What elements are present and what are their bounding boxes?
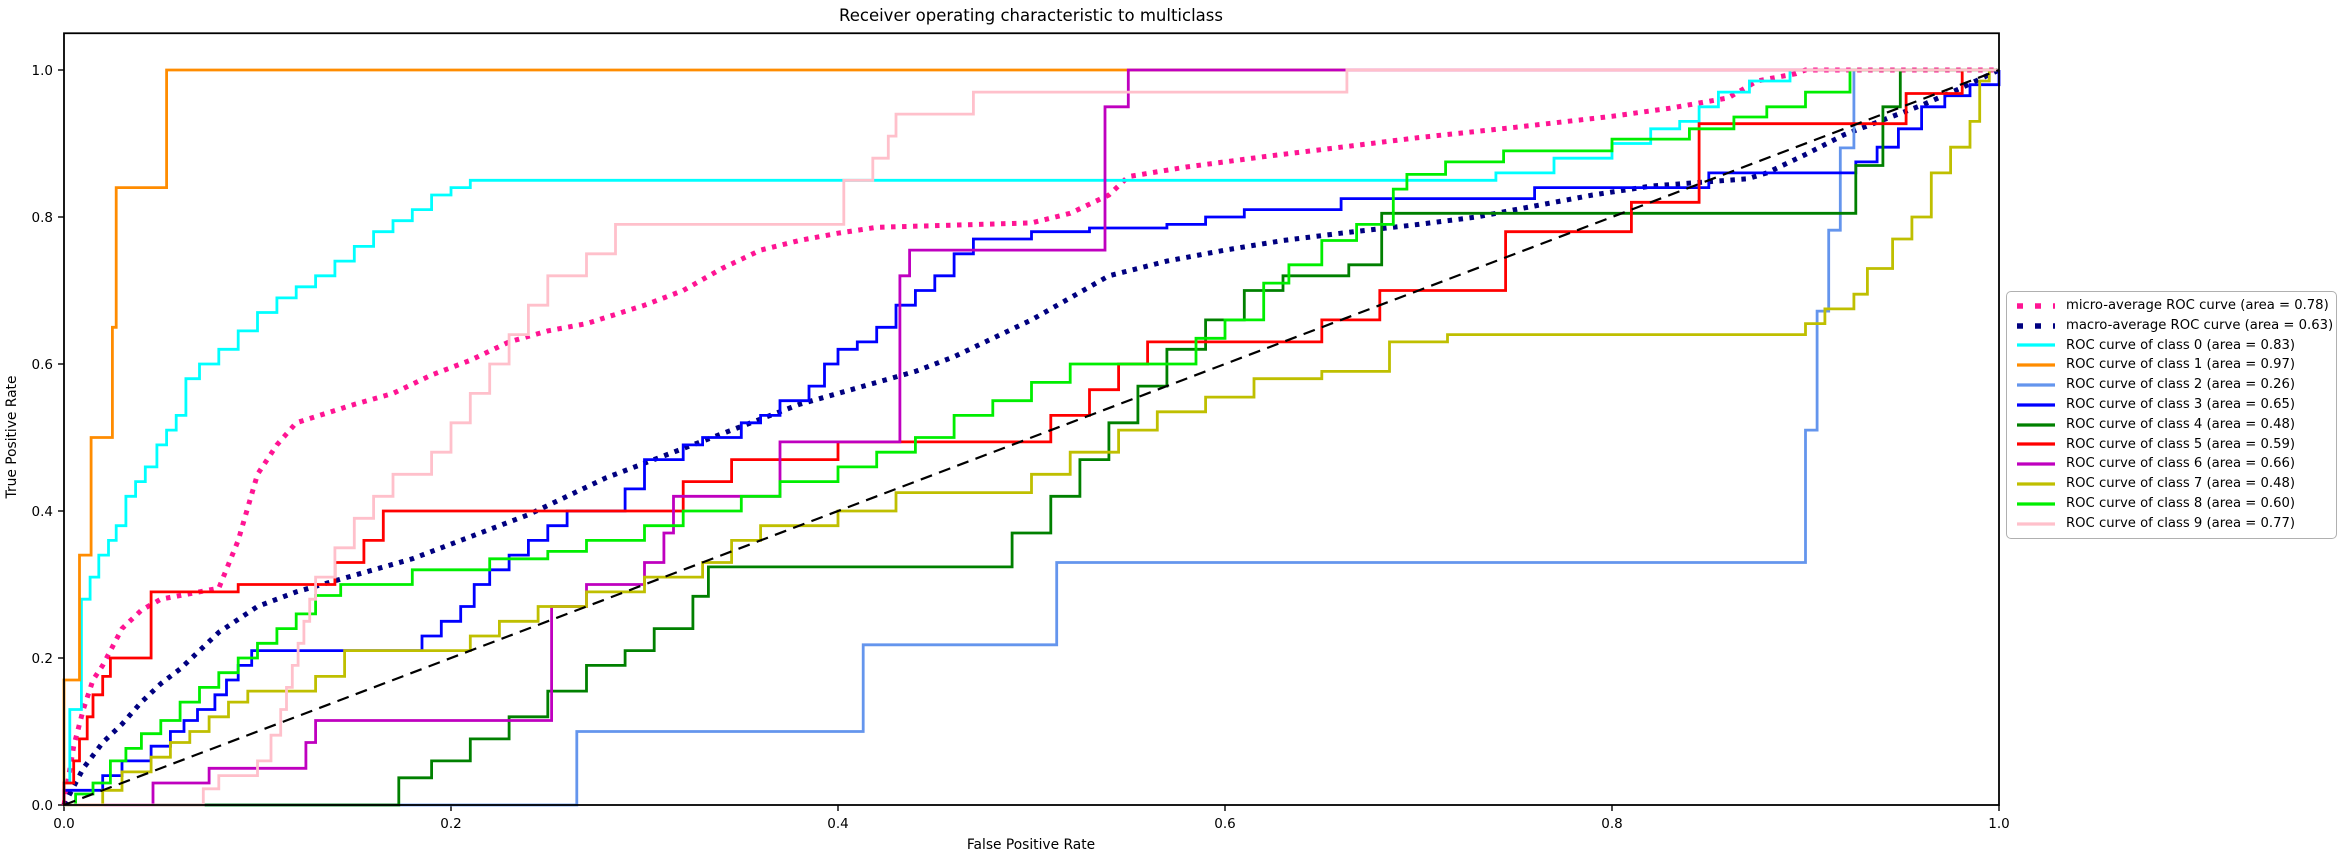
curve-class-6 [64,68,1999,807]
curve-class-8 [64,68,1999,807]
x-tick-label: 0.2 [440,816,461,832]
legend-label: ROC curve of class 6 (area = 0.66) [2066,456,2295,472]
legend-label: ROC curve of class 3 (area = 0.65) [2066,396,2295,412]
curve-chance-diagonal [63,68,2000,807]
y-tick-label: 0.4 [32,504,53,520]
legend-swatch-icon [2017,383,2055,387]
y-tick-label: 1.0 [32,63,53,79]
curve-class-7 [64,68,1999,807]
x-tick-label: 0.0 [53,816,74,832]
legend-label: ROC curve of class 7 (area = 0.48) [2066,476,2295,492]
legend-item-class-6: ROC curve of class 6 (area = 0.66) [2016,454,2330,474]
legend-item-class-3: ROC curve of class 3 (area = 0.65) [2016,395,2330,415]
legend-item-class-8: ROC curve of class 8 (area = 0.60) [2016,494,2330,514]
legend-label: ROC curve of class 1 (area = 0.97) [2066,357,2295,373]
legend-swatch-icon [2017,363,2055,367]
legend-swatch-icon [2017,403,2055,407]
chart-title: Receiver operating characteristic to mul… [839,6,1223,25]
legend-item-class-0: ROC curve of class 0 (area = 0.83) [2016,336,2330,356]
legend-item-class-1: ROC curve of class 1 (area = 0.97) [2016,355,2330,375]
legend-swatch-icon [2017,322,2055,329]
legend-swatch-icon [2017,482,2055,486]
legend-swatch-icon [2017,462,2055,466]
legend-swatch-icon [2017,303,2055,309]
legend-label: ROC curve of class 8 (area = 0.60) [2066,495,2295,511]
x-tick-label: 0.4 [827,816,848,832]
legend-item-macro-average: macro-average ROC curve (area = 0.63) [2016,316,2334,336]
y-tick-label: 0.0 [32,798,53,814]
y-tick-label: 0.6 [32,357,53,373]
curve-class-4 [64,68,1999,807]
curve-class-5 [62,68,1999,805]
legend-label: ROC curve of class 9 (area = 0.77) [2066,515,2295,531]
curve-class-1 [62,68,1999,805]
legend-label: micro-average ROC curve (area = 0.78) [2066,298,2329,313]
legend-swatch-icon [2017,423,2055,427]
legend-swatch-icon [2017,343,2055,348]
y-tick-label: 0.2 [32,651,53,667]
legend-item-class-7: ROC curve of class 7 (area = 0.48) [2016,474,2330,494]
legend-item-class-4: ROC curve of class 4 (area = 0.48) [2016,415,2330,435]
legend-label: ROC curve of class 4 (area = 0.48) [2066,416,2295,432]
legend-swatch-icon [2017,502,2055,506]
legend-item-class-2: ROC curve of class 2 (area = 0.26) [2016,375,2330,395]
legend-box: micro-average ROC curve (area = 0.78) mac… [2006,291,2337,539]
legend-label: ROC curve of class 0 (area = 0.83) [2066,337,2295,353]
curve-class-9 [64,68,1999,807]
legend-item-micro-average: micro-average ROC curve (area = 0.78) [2016,296,2330,316]
y-axis-label: True Positive Rate [4,376,20,500]
x-tick-label: 0.6 [1214,816,1235,832]
plot-border [63,32,2000,806]
y-tick-label: 0.8 [32,210,53,226]
x-tick-label: 0.8 [1601,816,1622,832]
x-axis-label: False Positive Rate [967,837,1095,853]
legend-label: ROC curve of class 5 (area = 0.59) [2066,436,2295,452]
legend-item-class-9: ROC curve of class 9 (area = 0.77) [2016,514,2330,534]
legend-label: macro-average ROC curve (area = 0.63) [2066,317,2334,333]
legend-swatch-icon [2017,442,2055,447]
curve-class-3 [62,70,2001,805]
legend-swatch-icon [2017,522,2055,526]
x-tick-label: 1.0 [1988,816,2009,832]
curve-micro-average [61,67,1999,806]
legend-label: ROC curve of class 2 (area = 0.26) [2066,377,2295,393]
legend-item-class-5: ROC curve of class 5 (area = 0.59) [2016,435,2330,455]
curve-class-2 [64,68,1999,807]
curve-class-0 [62,68,1999,805]
